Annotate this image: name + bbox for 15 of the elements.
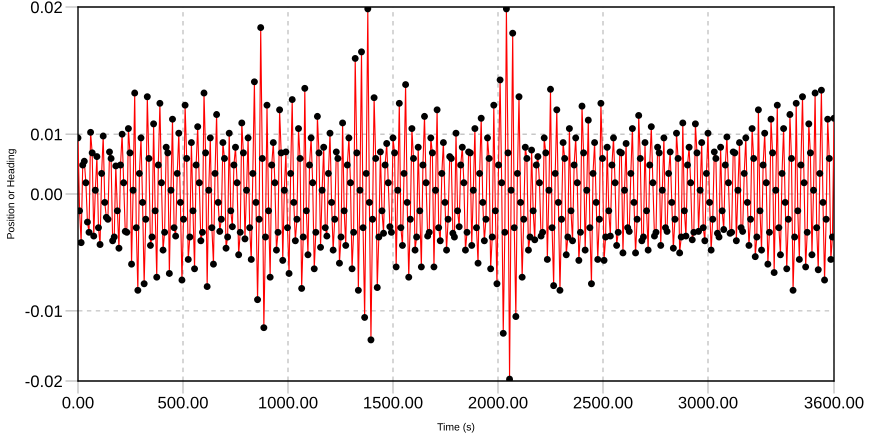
x-tick-label: 500.00 <box>158 396 208 409</box>
x-tick-label: 2000.00 <box>468 396 528 409</box>
x-axis-title: Time (s) <box>437 422 474 433</box>
x-tick-label: 1500.00 <box>364 396 422 409</box>
y-axis-title: Position or Heading <box>6 149 16 239</box>
y-tick-label: -0.01 <box>25 305 62 318</box>
y-tick-label: 0.00 <box>30 188 62 200</box>
x-tick-label: 0.00 <box>62 396 94 409</box>
x-tick-label: 2500.00 <box>574 396 632 409</box>
x-tick-label: 1000.00 <box>259 396 318 409</box>
y-tick-label: -0.02 <box>25 375 62 388</box>
x-tick-label: 3600.00 <box>804 396 864 409</box>
x-tick-label: 3000.00 <box>678 396 738 409</box>
y-tick-label: 0.01 <box>30 128 62 140</box>
y-tick-label: 0.02 <box>30 1 62 14</box>
